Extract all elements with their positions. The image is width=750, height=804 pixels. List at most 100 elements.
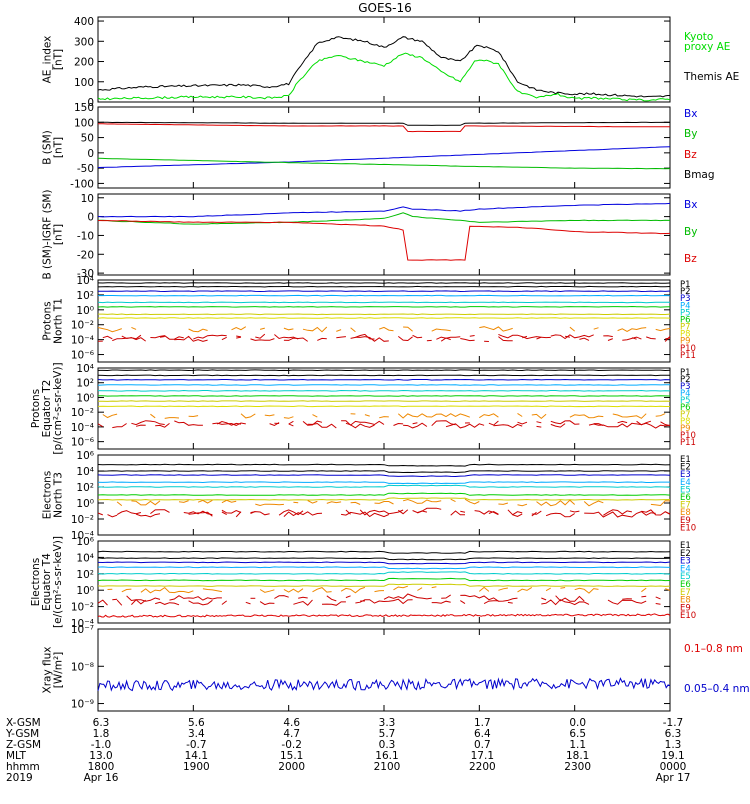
channel-trace-E8	[375, 591, 385, 592]
ytick-label: 50	[81, 133, 94, 145]
channel-trace-E8	[518, 587, 532, 592]
ytick-label: 10⁴	[76, 552, 94, 564]
channel-trace-P9	[165, 418, 179, 419]
ytick-label: 10⁰	[76, 392, 94, 404]
channel-trace-E10	[236, 512, 241, 517]
ytick-label: 10²	[76, 569, 94, 581]
ytick-label: 150	[74, 102, 94, 114]
channel-trace-P9	[594, 328, 599, 330]
channel-trace-E9	[150, 510, 169, 514]
channel-trace-E9	[460, 511, 465, 512]
channel-trace-E8	[394, 586, 408, 590]
channel-trace-P4	[98, 385, 670, 386]
panel-frame-ae	[98, 17, 670, 102]
channel-trace-E8	[560, 588, 565, 589]
channel-trace-P9	[656, 329, 670, 331]
ytick-label: 300	[74, 36, 94, 48]
ytick-label: 100	[74, 117, 94, 129]
ytick-label: 10⁶	[76, 536, 94, 548]
ytick-label: 10⁶	[76, 450, 94, 462]
channel-trace-P10	[413, 335, 423, 337]
channel-trace-P10	[255, 334, 264, 338]
channel-trace-P9	[618, 328, 647, 332]
series-bsm-by	[98, 158, 670, 169]
channel-trace-P9	[379, 327, 393, 330]
channel-trace-E8	[375, 502, 394, 505]
channel-trace-E9	[541, 598, 546, 600]
channel-trace-E8	[308, 501, 318, 504]
channel-trace-P11	[346, 423, 375, 428]
channel-trace-E9	[98, 513, 103, 515]
channel-trace-E4	[98, 567, 670, 569]
ytick-label: 10⁰	[76, 498, 94, 510]
ytick-label: 10⁻²	[71, 602, 94, 614]
panel-frame-eet4	[98, 541, 670, 623]
channel-trace-P11	[251, 339, 275, 341]
legend-bigrf-0: Bx	[684, 199, 697, 211]
channel-trace-P9	[379, 417, 389, 418]
channel-trace-E9	[570, 511, 580, 512]
legend-bsm-3: Bmag	[684, 169, 715, 181]
channel-trace-P11	[160, 337, 165, 338]
ylabel-bigrf: [nT]	[53, 224, 65, 245]
channel-trace-P10	[103, 336, 113, 339]
channel-trace-P9	[336, 330, 341, 332]
series-xray-0	[98, 614, 670, 617]
ytick-label: 10⁻²	[71, 407, 94, 419]
channel-trace-P9	[613, 414, 646, 419]
channel-trace-E8	[293, 502, 298, 503]
channel-trace-E10	[484, 601, 498, 604]
ytick-label: -100	[70, 178, 94, 190]
channel-trace-E8	[260, 590, 274, 593]
channel-trace-E4	[98, 482, 670, 484]
channel-trace-P11	[579, 338, 589, 340]
channel-trace-E10	[508, 602, 513, 603]
ephemeris-value: Apr 16	[84, 772, 119, 784]
channel-trace-P5	[98, 302, 670, 303]
ytick-label: 10⁻⁶	[71, 350, 94, 362]
channel-trace-P9	[98, 328, 122, 332]
channel-trace-P4	[98, 295, 670, 296]
channel-trace-P10	[289, 421, 294, 424]
ytick-label: 10⁴	[76, 466, 94, 478]
channel-trace-P11	[551, 424, 565, 428]
channel-trace-E8	[498, 503, 508, 504]
ytick-label: 10²	[76, 378, 94, 390]
channel-trace-E9	[117, 511, 141, 515]
legend-xray-1: 0.05–0.4 nm	[684, 683, 750, 695]
channel-trace-E10	[432, 601, 451, 603]
channel-trace-E9	[222, 510, 241, 513]
channel-trace-E1	[98, 464, 670, 466]
channel-trace-P9	[656, 414, 666, 417]
channel-trace-E8	[537, 500, 575, 506]
ytick-label: 200	[74, 57, 94, 69]
series-bigrf-bz	[98, 221, 670, 261]
channel-trace-P9	[103, 414, 117, 417]
legend-bigrf-2: Bz	[684, 253, 697, 265]
legend-bsm-1: By	[684, 128, 697, 140]
channel-trace-E8	[584, 501, 603, 506]
channel-trace-P11	[222, 337, 227, 339]
series-xray-1	[98, 678, 670, 690]
channel-label-E10: E10	[680, 611, 696, 621]
channel-trace-P11	[336, 337, 346, 338]
channel-trace-P8	[98, 406, 670, 407]
channel-trace-E1	[98, 551, 670, 553]
channel-trace-P10	[551, 335, 594, 339]
channel-trace-E10	[189, 600, 213, 605]
channel-trace-E10	[541, 600, 589, 605]
ytick-label: 100	[74, 77, 94, 89]
channel-trace-E9	[460, 595, 517, 601]
channel-trace-P11	[441, 338, 451, 341]
ylabel-pnt1: North T1	[53, 298, 65, 344]
channel-label-P11: P11	[680, 438, 696, 448]
ytick-label: 10⁻⁴	[71, 422, 94, 434]
channel-trace-E10	[293, 600, 312, 605]
channel-trace-E10	[322, 602, 346, 605]
channel-trace-P9	[403, 327, 413, 331]
channel-trace-P11	[537, 337, 551, 339]
channel-trace-P9	[265, 415, 275, 416]
series-ae-kyoto-proxy-ae	[98, 53, 670, 101]
channel-trace-P11	[112, 424, 126, 428]
